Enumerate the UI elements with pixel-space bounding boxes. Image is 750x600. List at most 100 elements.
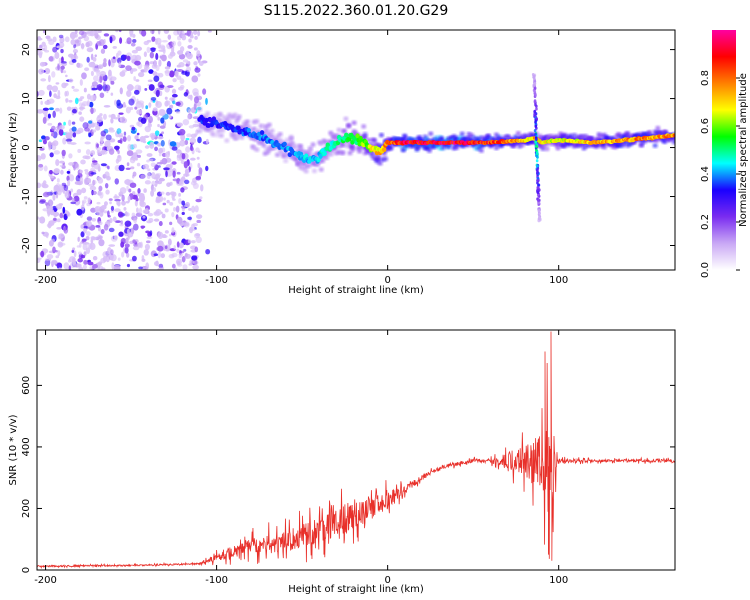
spectrogram-noise-blob	[41, 183, 49, 189]
spectrogram-noise-blob	[74, 97, 79, 105]
spectrogram-noise-blob	[126, 55, 131, 61]
spectrogram-noise-blob	[187, 44, 193, 49]
spectrogram-noise-blob	[125, 65, 132, 72]
spectrogram-noise-blob	[205, 249, 211, 255]
spectrogram-noise-blob	[141, 265, 146, 270]
spectrogram-noise-blob	[186, 133, 192, 138]
spectrogram-noise-blob	[143, 51, 147, 58]
spectrogram-noise-blob	[117, 257, 121, 261]
spectrogram-noise-blob	[157, 42, 162, 49]
spectrogram-noise-blob	[119, 223, 124, 227]
spectrogram-noise-blob	[184, 253, 191, 259]
spectrogram-noise-blob	[133, 242, 139, 248]
spectrogram-noise-blob	[51, 71, 56, 78]
spectrogram-noise-blob	[44, 100, 51, 105]
spectrogram-noise-blob	[207, 30, 212, 33]
spectrogram-noise-blob	[103, 33, 110, 37]
spectrogram-noise-blob	[42, 139, 47, 145]
spectrogram-ridge-halo	[402, 133, 408, 138]
spectrogram-noise-blob	[157, 136, 164, 140]
spectrogram-noise-blob	[86, 47, 94, 53]
spectrogram-noise-blob	[191, 255, 198, 261]
spectrogram-noise-blob	[62, 70, 67, 74]
spectrogram-noise-blob	[177, 50, 184, 55]
spectrogram-ridge-halo	[544, 146, 550, 152]
spectrogram-noise-blob	[173, 245, 176, 250]
spectrogram-noise-blob	[189, 137, 197, 144]
spectrogram-noise-blob	[58, 242, 66, 246]
spectrogram-noise-blob	[131, 68, 138, 72]
spectrogram-noise-blob	[68, 153, 73, 159]
spectrogram-noise-blob	[53, 207, 57, 212]
spectrogram-noise-blob	[97, 191, 103, 196]
spectrogram-noise-blob	[136, 154, 141, 158]
spectrogram-ridge-halo	[288, 134, 294, 140]
spectrogram-noise-blob	[103, 113, 107, 120]
spectrogram-noise-blob	[108, 227, 115, 233]
spectrogram-noise-blob	[185, 137, 190, 141]
spectrogram-noise-blob	[188, 109, 191, 114]
spectrogram-noise-blob	[82, 264, 88, 270]
spectrogram-noise-blob	[97, 150, 102, 156]
spectrogram-noise-blob	[42, 107, 49, 111]
spectrogram-noise-blob	[118, 231, 124, 237]
spectrogram-noise-blob	[103, 81, 106, 87]
spectrogram-noise-blob	[127, 195, 131, 203]
spectrogram-noise-blob	[162, 234, 167, 239]
spectrogram-noise-blob	[120, 241, 125, 248]
spectrogram-ridge-halo	[196, 128, 202, 134]
snr-x-label: Height of straight line (km)	[288, 584, 424, 595]
spectrogram-ridge-halo	[602, 144, 608, 150]
spectrogram-spike-blob	[534, 148, 538, 152]
spectrogram-noise-blob	[157, 267, 164, 270]
spectrogram-ridge-halo	[378, 132, 384, 138]
spectrogram-noise-blob	[159, 84, 165, 89]
spectrogram-noise-blob	[86, 56, 90, 63]
spectrogram-noise-blob	[149, 51, 155, 59]
spectrogram-noise-blob	[178, 192, 181, 197]
snr-x-tick-label: 0	[384, 575, 390, 586]
spectrogram-noise-blob	[138, 266, 143, 270]
spectrogram-ridge-halo	[652, 143, 658, 148]
spectrogram-noise-blob	[135, 207, 139, 213]
spectrogram-spike-blob	[538, 214, 541, 218]
spectrogram-noise-blob	[88, 183, 94, 187]
spectrogram-noise-blob	[109, 36, 113, 44]
spectrogram-spike-blob	[533, 100, 537, 104]
spectrogram-noise-blob	[190, 240, 196, 244]
colorbar-scale	[712, 30, 736, 270]
spectrogram-spike-blob	[532, 83, 536, 87]
spectrogram-noise-blob	[157, 30, 161, 35]
spectrogram-noise-blob	[182, 264, 188, 270]
spectrogram-noise-blob	[108, 198, 113, 201]
spectrogram-noise-blob	[64, 192, 68, 197]
spectrogram-noise-blob	[164, 96, 168, 100]
spectrogram-noise-blob	[143, 67, 148, 73]
spectrogram-noise-blob	[72, 48, 79, 54]
spectrogram-noise-blob	[83, 35, 90, 42]
spectrogram-noise-blob	[144, 87, 148, 91]
spectrogram-noise-blob	[133, 89, 140, 95]
spectrogram-noise-blob	[133, 76, 136, 81]
spectrogram-noise-blob	[193, 61, 198, 66]
spectrogram-noise-blob	[118, 112, 124, 115]
spectrogram-spike-blob	[533, 109, 537, 113]
spectrogram-noise-blob	[136, 109, 143, 115]
spectrogram-noise-blob	[191, 205, 196, 213]
spectrogram-noise-blob	[75, 175, 81, 182]
spectrogram-ridge-halo	[274, 152, 280, 158]
spectrogram-noise-blob	[87, 261, 94, 266]
spectrogram-x-ticks: -200 -100 0 100	[34, 30, 568, 286]
spectrogram-noise-blob	[151, 171, 156, 179]
spectrogram-noise-blob	[88, 180, 92, 184]
spectrogram-noise-blob	[79, 96, 85, 100]
spectrogram-ridge-core	[318, 154, 323, 159]
spectrogram-noise-blob	[111, 262, 115, 270]
spectrogram-noise-blob	[126, 89, 132, 97]
spectrogram-noise-blob	[176, 216, 183, 225]
spectrogram-noise-blob	[131, 49, 138, 54]
spectrogram-noise-blob	[137, 188, 141, 194]
figure-title: S115.2022.360.01.20.G29	[264, 3, 449, 19]
spectrogram-noise-blob	[52, 140, 59, 147]
spectrogram-noise-blob	[149, 141, 155, 149]
